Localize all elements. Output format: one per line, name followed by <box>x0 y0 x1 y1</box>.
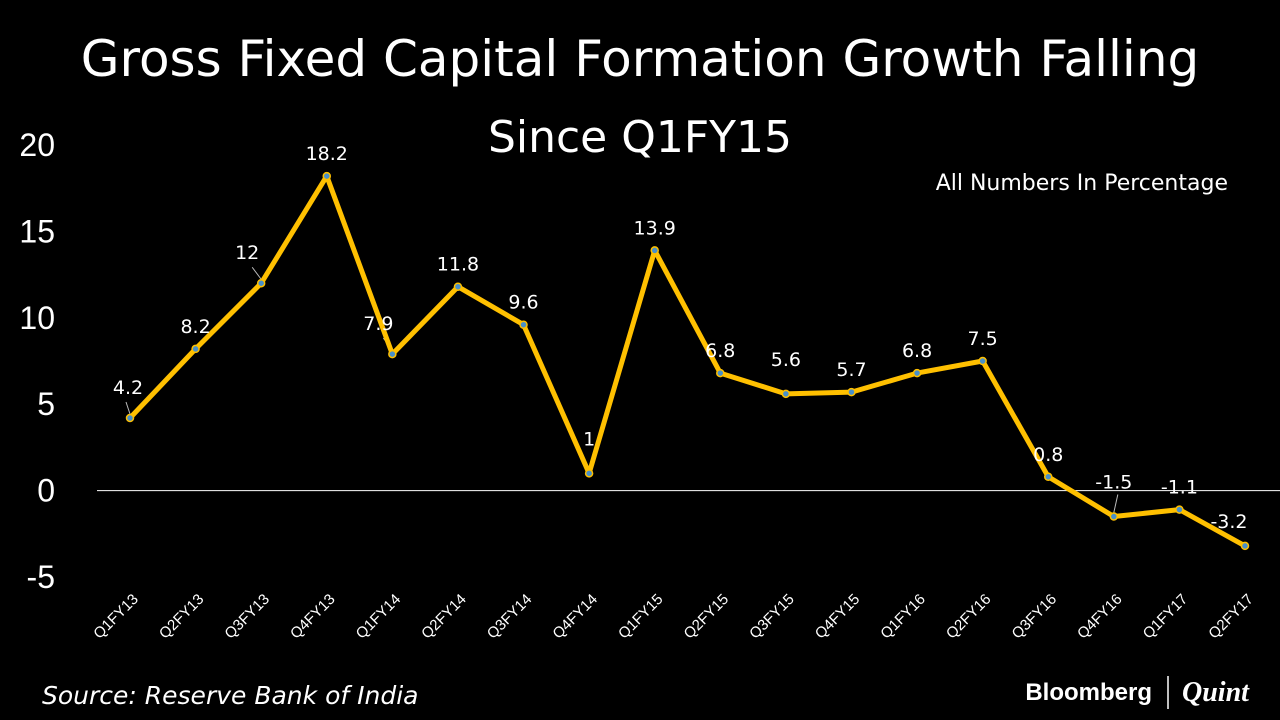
data-point <box>781 389 791 399</box>
x-tick-label: Q4FY16 <box>1074 591 1126 643</box>
data-label: 0.8 <box>1033 444 1063 466</box>
x-tick-label: Q2FY16 <box>943 591 995 643</box>
x-tick-label: Q1FY14 <box>353 591 405 643</box>
y-tick-label: -5 <box>27 559 55 595</box>
x-tick-label: Q4FY14 <box>549 591 601 643</box>
data-point <box>519 320 528 329</box>
data-label: -1.5 <box>1095 472 1132 494</box>
label-leader-lines <box>125 266 1119 513</box>
data-point <box>650 246 659 255</box>
y-tick-label: 15 <box>19 213 55 249</box>
data-label: 4.2 <box>113 377 143 399</box>
data-label: 6.8 <box>705 340 735 362</box>
brand-logo: Bloomberg Quint <box>1025 676 1250 709</box>
leader-line <box>251 266 262 280</box>
x-tick-label: Q1FY17 <box>1140 591 1192 643</box>
data-label: -3.2 <box>1210 511 1247 533</box>
data-point <box>584 469 594 478</box>
data-point <box>716 368 725 378</box>
data-point <box>1109 512 1119 521</box>
y-tick-label: 20 <box>19 127 55 163</box>
data-label: 6.8 <box>902 340 932 362</box>
chart-title: Gross Fixed Capital Formation Growth Fal… <box>81 30 1200 88</box>
data-point <box>388 349 397 359</box>
x-tick-label: Q4FY13 <box>287 591 339 643</box>
x-tick-label: Q4FY15 <box>812 591 864 643</box>
data-point <box>1175 505 1184 514</box>
data-point <box>191 344 200 354</box>
x-tick-label: Q3FY16 <box>1009 591 1061 643</box>
data-point <box>453 282 463 291</box>
x-tick-label: Q2FY15 <box>681 591 733 643</box>
data-label: 7.9 <box>363 313 393 335</box>
data-label: 7.5 <box>968 328 998 350</box>
x-tick-label: Q1FY16 <box>877 591 929 643</box>
data-point <box>125 413 135 423</box>
x-tick-label: Q3FY13 <box>221 591 273 643</box>
x-tick-label: Q2FY17 <box>1205 591 1257 643</box>
data-label: 5.7 <box>836 359 866 381</box>
data-label: 11.8 <box>437 254 479 276</box>
data-point <box>322 171 332 181</box>
data-point <box>978 356 987 366</box>
data-point <box>847 387 856 397</box>
series-line-gfcf-growth <box>127 173 1248 549</box>
data-label: 13.9 <box>634 217 676 239</box>
x-tick-label: Q2FY14 <box>418 591 470 643</box>
data-label: 9.6 <box>508 292 538 314</box>
data-label: 12 <box>235 242 259 264</box>
leader-line <box>125 401 131 415</box>
data-label: 1 <box>583 428 595 450</box>
y-tick-label: 0 <box>37 473 55 509</box>
chart-subtitle: Since Q1FY15 <box>488 112 792 163</box>
data-point <box>256 278 266 288</box>
data-label: 18.2 <box>306 143 348 165</box>
x-axis: Q1FY13 Q2FY13 Q3FY13 Q4FY13 Q1FY14 Q2FY14 Q3FY… <box>90 591 1257 643</box>
brand-quint: Quint <box>1182 677 1250 708</box>
brand-bloomberg: Bloomberg <box>1025 679 1152 706</box>
data-label: 5.6 <box>771 349 801 371</box>
series-markers <box>125 171 1250 551</box>
data-label: 8.2 <box>180 316 210 338</box>
x-tick-label: Q2FY13 <box>156 591 208 643</box>
data-labels: 4.2 8.2 12 18.2 7.9 11.8 9.6 1 13.9 6.8 5.6 5.7 6.8 7… <box>113 143 1248 533</box>
y-tick-label: 5 <box>37 386 55 422</box>
source-note: Source: Reserve Bank of India <box>42 681 418 710</box>
x-tick-label: Q1FY15 <box>615 591 667 643</box>
x-tick-label: Q1FY13 <box>90 591 142 643</box>
data-point <box>1240 541 1250 551</box>
x-tick-label: Q3FY15 <box>746 591 798 643</box>
y-axis: 20 15 10 5 0 -5 <box>19 127 55 595</box>
x-tick-label: Q3FY14 <box>484 591 536 643</box>
data-label: -1.1 <box>1161 477 1198 499</box>
data-point <box>1043 472 1053 482</box>
y-tick-label: 10 <box>19 300 55 336</box>
units-note: All Numbers In Percentage <box>936 171 1228 196</box>
data-point <box>912 368 922 378</box>
leader-line <box>1113 494 1119 513</box>
